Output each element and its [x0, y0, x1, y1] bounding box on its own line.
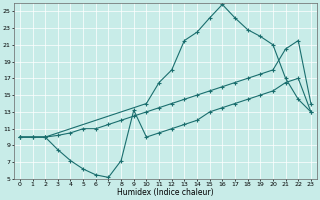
- X-axis label: Humidex (Indice chaleur): Humidex (Indice chaleur): [117, 188, 214, 197]
